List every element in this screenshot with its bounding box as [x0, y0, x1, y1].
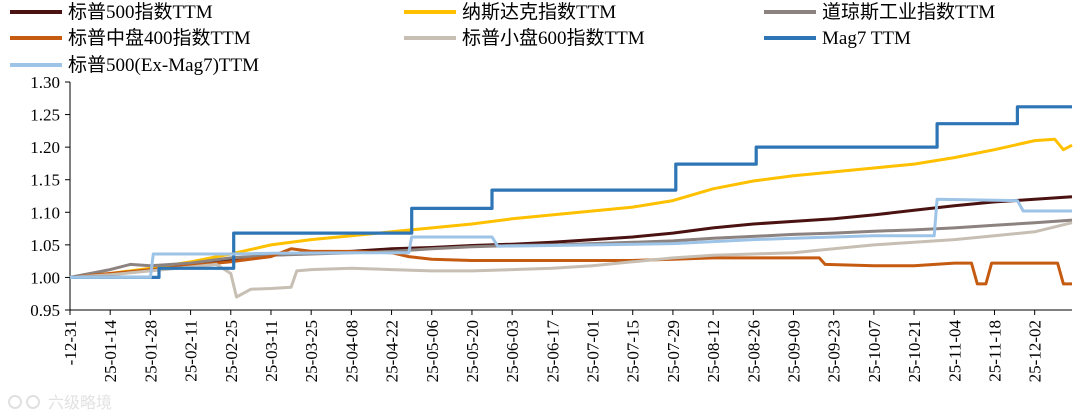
x-axis: -12-31 25-01-14 25-01-28 25-02-11 25-02-25 25…: [61, 309, 1072, 383]
y-tick-label: 0.95: [30, 301, 60, 320]
legend-label: 标普小盘600指数TTM: [462, 27, 645, 49]
legend-label: 标普500指数TTM: [68, 1, 213, 23]
x-tick-label: 25-02-11: [182, 320, 201, 382]
legend-item-0: 标普500指数TTM: [10, 1, 213, 23]
watermark: 六级略境: [8, 393, 112, 412]
x-tick-label: 25-09-23: [825, 320, 844, 382]
watermark-text: 六级略境: [48, 393, 112, 412]
x-tick-label: 25-03-11: [262, 320, 281, 382]
x-tick-label: 25-12-02: [1026, 320, 1045, 382]
legend-label: 标普中盘400指数TTM: [68, 27, 251, 49]
legend-item-2: 道琼斯工业指数TTM: [764, 1, 995, 23]
series-line-5: [70, 105, 1072, 279]
x-tick-label: -12-31: [61, 320, 80, 365]
x-tick-label: 25-11-04: [945, 320, 964, 382]
x-tick-label: 25-06-17: [543, 320, 562, 383]
x-tick-label: 25-05-20: [463, 320, 482, 382]
x-tick-label: 25-04-08: [342, 320, 361, 382]
y-tick-label: 1.00: [30, 268, 60, 287]
legend-label: 标普500(Ex-Mag7)TTM: [68, 54, 259, 76]
x-tick-label: 25-10-07: [865, 320, 884, 383]
x-tick-label: 25-07-29: [664, 320, 683, 382]
legend-item-5: Mag7 TTM: [764, 28, 911, 49]
legend-item-3: 标普中盘400指数TTM: [10, 27, 251, 49]
legend-item-6: 标普500(Ex-Mag7)TTM: [10, 54, 259, 76]
y-axis: 0.95 1.00 1.05 1.10 1.15 1.20 1.25 1.30: [30, 73, 71, 320]
series-line-6: [70, 197, 1072, 279]
y-tick-label: 1.20: [30, 138, 60, 157]
series-line-1: [69, 137, 1073, 279]
chart-legend: 标普500指数TTM 纳斯达克指数TTM 道琼斯工业指数TTM 标普中盘400指数TT…: [10, 1, 995, 76]
x-tick-label: 25-01-28: [141, 320, 160, 382]
series-line-4: [69, 221, 1073, 299]
x-tick-label: 25-02-25: [222, 320, 241, 382]
x-tick-label: 25-09-09: [785, 320, 804, 382]
y-tick-label: 1.25: [30, 106, 60, 125]
x-tick-label: 25-07-15: [624, 320, 643, 382]
legend-label: Mag7 TTM: [822, 28, 911, 49]
legend-label: 纳斯达克指数TTM: [462, 1, 616, 23]
x-tick-label: 25-05-06: [423, 320, 442, 382]
y-tick-label: 1.15: [30, 171, 60, 190]
y-tick-label: 1.30: [30, 73, 60, 92]
legend-label: 道琼斯工业指数TTM: [822, 1, 995, 23]
x-tick-label: 25-08-26: [744, 320, 763, 382]
x-tick-label: 25-06-03: [503, 320, 522, 382]
x-tick-label: 25-10-21: [905, 320, 924, 382]
watermark-logo-icon: [8, 395, 40, 409]
y-tick-label: 1.05: [30, 236, 60, 255]
x-tick-label: 25-07-01: [584, 320, 603, 382]
legend-item-1: 纳斯达克指数TTM: [404, 1, 616, 23]
legend-item-4: 标普小盘600指数TTM: [404, 27, 645, 49]
x-tick-label: 25-03-25: [302, 320, 321, 382]
plot-area: [69, 105, 1073, 299]
x-tick-label: 25-08-12: [704, 320, 723, 382]
x-tick-label: 25-04-22: [383, 320, 402, 382]
y-tick-label: 1.10: [30, 203, 60, 222]
x-tick-label: 25-11-18: [985, 320, 1004, 382]
x-tick-label: 25-01-14: [101, 320, 120, 383]
